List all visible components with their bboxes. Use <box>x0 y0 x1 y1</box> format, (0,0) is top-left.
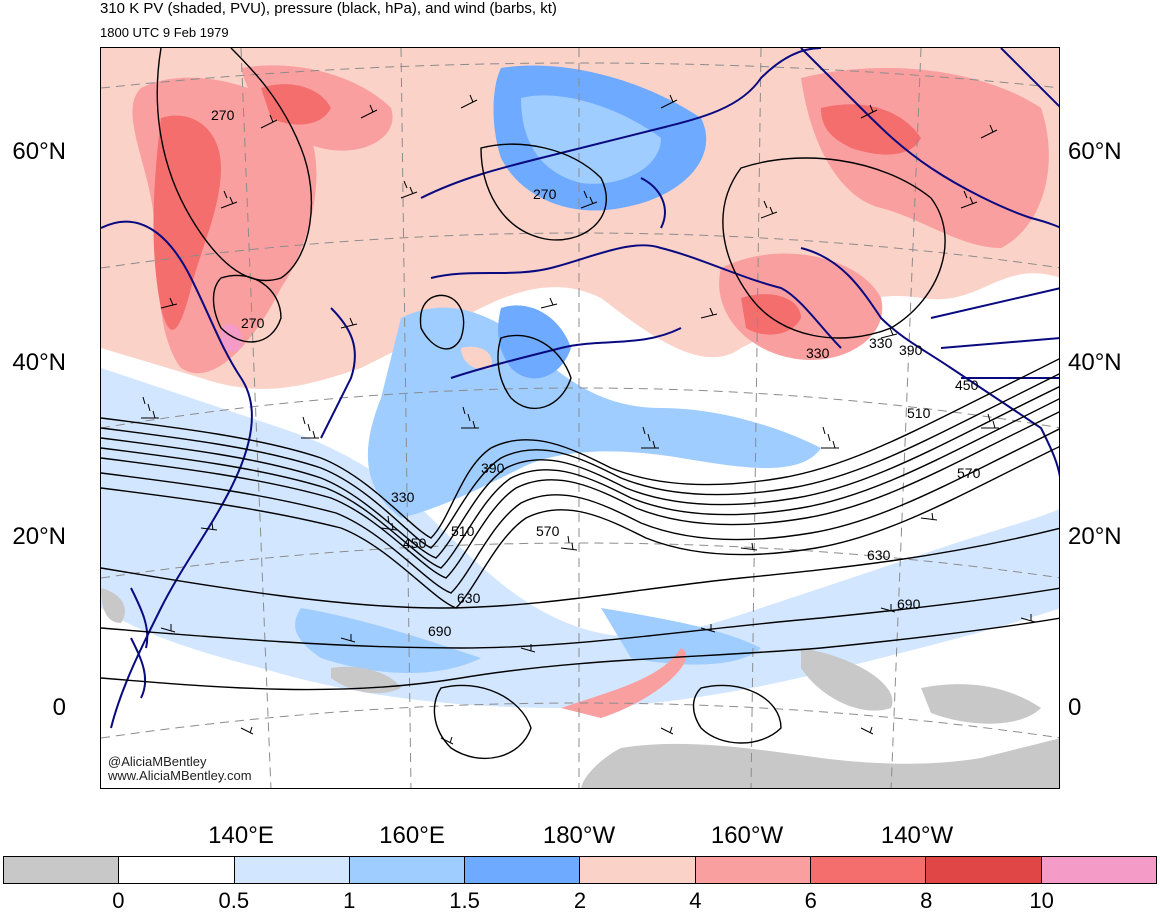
contour-label: 690 <box>897 596 921 612</box>
contour-label: 570 <box>957 465 981 481</box>
contour-label: 390 <box>481 460 505 476</box>
colorbar-box <box>1041 857 1156 883</box>
colorbar-label: 1.5 <box>449 888 480 913</box>
latitude-label-left: 20°N <box>12 523 66 550</box>
colorbar-box <box>234 857 350 883</box>
coastlines <box>101 48 1059 729</box>
contour-labels: 270 270 270 330 330 330 390 390 450 450 … <box>211 107 981 639</box>
colorbar-label: 6 <box>804 888 817 913</box>
longitude-label: 160°E <box>379 822 445 849</box>
colorbar-box <box>119 857 235 883</box>
latitude-label-left: 60°N <box>12 138 66 165</box>
contour-label: 690 <box>428 623 452 639</box>
colorbar-box <box>695 857 812 883</box>
contour-label: 330 <box>806 345 830 361</box>
latitude-label-left: 0 <box>52 694 66 721</box>
contour-label: 270 <box>241 315 265 331</box>
contour-label: 510 <box>907 405 931 421</box>
contour-label: 450 <box>955 377 979 393</box>
colorbar-box <box>926 857 1042 883</box>
contour-label: 270 <box>533 186 557 202</box>
latitude-label-right: 0 <box>1068 694 1082 721</box>
latitude-label-right: 20°N <box>1068 523 1122 550</box>
map-canvas: 270 270 270 330 330 330 390 390 450 450 … <box>101 48 1059 788</box>
colorbar <box>3 856 1157 884</box>
colorbar-label: 1 <box>343 888 356 913</box>
latitude-label-left: 40°N <box>12 349 66 376</box>
colorbar-label: 4 <box>689 888 702 913</box>
longitude-label: 180°W <box>542 822 616 849</box>
longitude-label: 140°W <box>880 822 954 849</box>
contour-label: 450 <box>403 535 427 551</box>
latitude-label-right: 40°N <box>1068 349 1122 376</box>
longitude-label: 160°W <box>710 822 784 849</box>
colorbar-box <box>349 857 466 883</box>
wind-barbs <box>141 94 1036 745</box>
colorbar-label: 2 <box>573 888 587 913</box>
colorbar-box <box>4 857 120 883</box>
colorbar-label: 0 <box>112 888 125 913</box>
colorbar-label: 10 <box>1029 888 1054 913</box>
contour-label: 330 <box>869 335 893 351</box>
credit-twitter: @AliciaMBentley <box>108 754 207 769</box>
contour-label: 630 <box>457 590 481 606</box>
credit-website: www.AliciaMBentley.com <box>108 768 252 783</box>
contour-label: 630 <box>867 547 891 563</box>
pressure-contours <box>101 48 1059 760</box>
contour-label: 570 <box>536 523 560 539</box>
colorbar-label: 8 <box>920 888 933 913</box>
colorbar-box <box>811 857 927 883</box>
pv-shading <box>101 48 1059 788</box>
graticule <box>101 48 1059 788</box>
colorbar-box <box>465 857 581 883</box>
map-title: 310 K PV (shaded, PVU), pressure (black,… <box>100 0 557 17</box>
contour-label: 270 <box>211 107 235 123</box>
contour-label: 330 <box>391 489 415 505</box>
latitude-label-right: 60°N <box>1068 138 1122 165</box>
colorbar-label: 0.5 <box>218 888 250 913</box>
colorbar-box <box>580 857 696 883</box>
map-panel: 270 270 270 330 330 330 390 390 450 450 … <box>100 47 1060 789</box>
longitude-label: 140°E <box>208 822 274 849</box>
contour-label: 390 <box>899 342 923 358</box>
contour-label: 510 <box>451 523 475 539</box>
map-subtitle: 1800 UTC 9 Feb 1979 <box>100 25 229 40</box>
